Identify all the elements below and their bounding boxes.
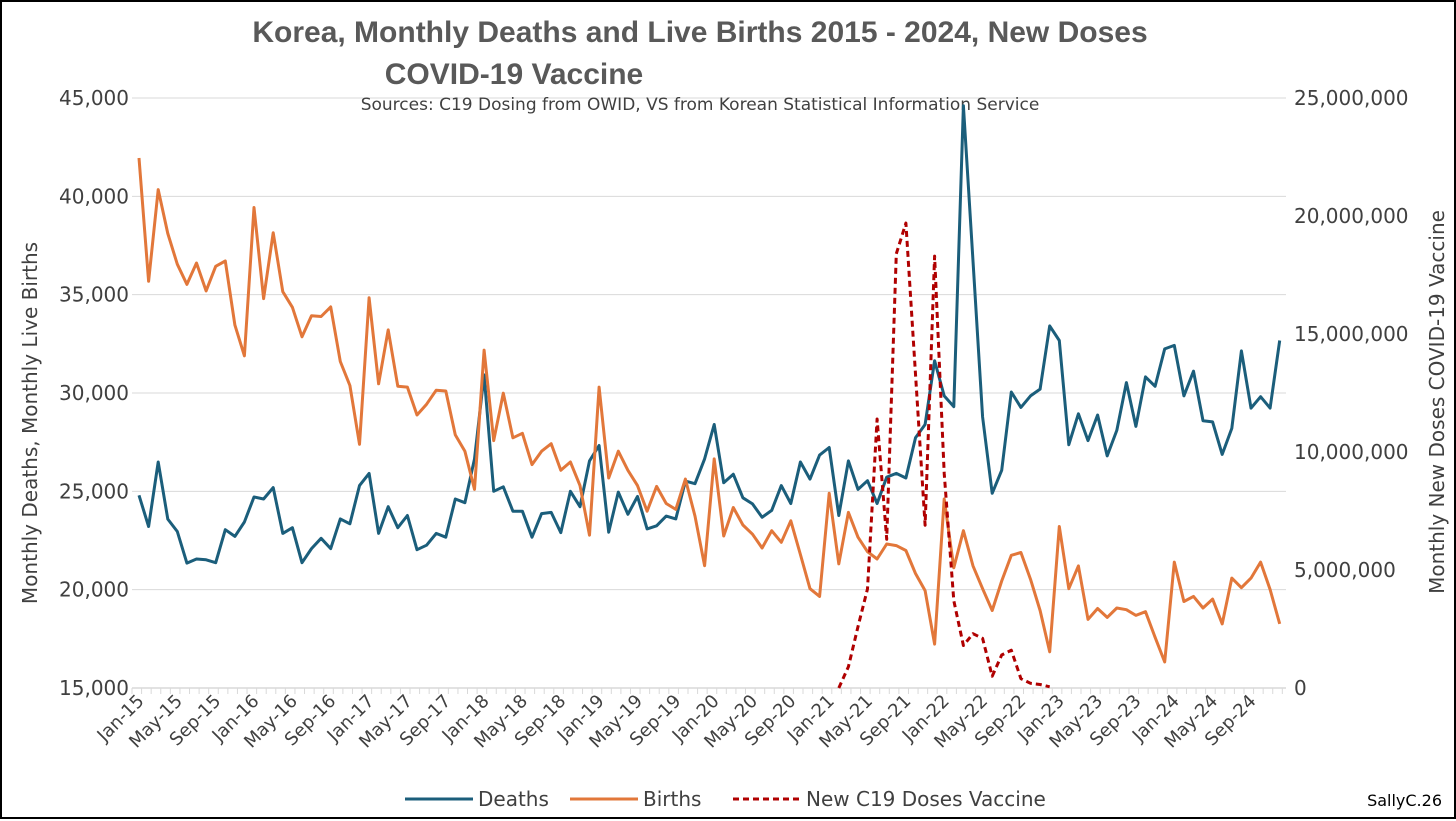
left-tick-label: 30,000 [59,381,129,405]
legend-label: Deaths [478,787,549,811]
left-tick-label: 20,000 [59,578,129,602]
right-axis-label: Monthly New Doses COVID-19 Vaccine [1425,210,1449,594]
right-tick-label: 5,000,000 [1294,558,1396,582]
left-axis-ticks: 15,000 20,000 25,000 30,000 35,000 40,000 45,0… [59,86,129,700]
right-tick-label: 10,000,000 [1294,440,1409,464]
right-tick-label: 0 [1294,676,1307,700]
legend-label: New C19 Doses Vaccine [806,787,1046,811]
right-tick-label: 15,000,000 [1294,322,1409,346]
gridlines [132,97,1286,591]
left-tick-label: 15,000 [59,676,129,700]
chart-subtitle: Sources: C19 Dosing from OWID, VS from K… [361,95,1040,115]
right-axis-ticks: 0 5,000,000 10,000,000 15,000,000 20,000,000… [1294,86,1409,700]
left-tick-label: 35,000 [59,283,129,307]
legend-label: Births [643,787,701,811]
right-tick-label: 20,000,000 [1294,204,1409,228]
deaths-line [137,104,1282,565]
births-line [137,157,1282,664]
credit-label: SallyC.26 [1367,791,1442,810]
series-lines [137,104,1282,689]
new-c19-doses-vaccine-line [837,221,1051,689]
legend: Deaths Births New C19 Doses Vaccine [405,787,1046,811]
chart-title-line-2: COVID-19 Vaccine [385,58,643,91]
x-axis: Jan-15May-15Sep-15Jan-16May-16Sep-16Jan-… [93,687,1286,752]
left-tick-label: 25,000 [59,479,129,503]
left-tick-label: 40,000 [59,184,129,208]
right-tick-label: 25,000,000 [1294,86,1409,110]
chart-title-line-1: Korea, Monthly Deaths and Live Births 20… [252,16,1147,49]
left-axis-label: Monthly Deaths, Monthly Live Births [18,242,42,604]
left-tick-label: 45,000 [59,86,129,110]
